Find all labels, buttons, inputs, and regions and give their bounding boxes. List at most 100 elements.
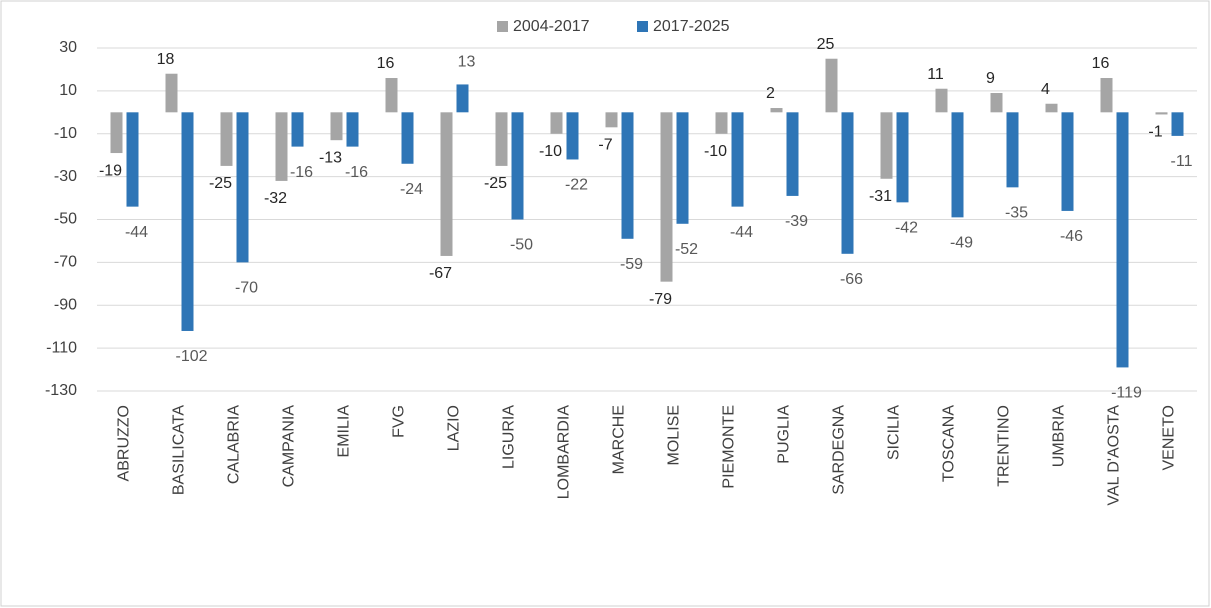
data-label: -44 [730, 224, 753, 241]
x-tick-label: LOMBARDIA [556, 405, 573, 500]
x-tick-label: UMBRIA [1051, 405, 1068, 468]
bar [181, 112, 194, 331]
bar [511, 112, 524, 220]
data-label: -119 [1111, 385, 1142, 402]
legend-label: 2017-2025 [653, 18, 730, 35]
bar [165, 73, 178, 113]
data-label: -25 [209, 175, 232, 192]
data-label: -79 [649, 291, 672, 308]
legend-swatch [497, 21, 508, 32]
x-tick-label: BASILICATA [171, 405, 188, 495]
data-label: -19 [99, 162, 122, 179]
x-tick-label: CAMPANIA [281, 405, 298, 488]
data-label: -1 [1148, 124, 1162, 141]
bar [291, 112, 304, 147]
bar [990, 93, 1003, 113]
data-label: 4 [1041, 81, 1050, 98]
bar [220, 112, 233, 166]
bar [456, 84, 469, 113]
data-label: -52 [675, 241, 698, 258]
data-label: -46 [1060, 228, 1083, 245]
x-tick-label: LIGURIA [501, 405, 518, 469]
data-label: -67 [429, 265, 452, 282]
bar [1171, 112, 1184, 136]
x-tick-label: MOLISE [666, 405, 683, 465]
bar [935, 88, 948, 113]
data-label: 18 [157, 51, 175, 68]
bar [385, 78, 398, 113]
bar [786, 112, 799, 196]
data-label: -11 [1171, 153, 1193, 170]
bar [550, 112, 563, 134]
bar [566, 112, 579, 160]
data-label: 16 [1092, 55, 1110, 72]
bar [110, 112, 123, 154]
bar [715, 112, 728, 134]
data-label: -13 [319, 149, 342, 166]
data-label: -44 [125, 224, 148, 241]
bar [825, 58, 838, 113]
legend-swatch [637, 21, 648, 32]
data-label: -32 [264, 190, 287, 207]
data-label: -25 [484, 175, 507, 192]
bar [621, 112, 634, 239]
data-label: -16 [345, 164, 368, 181]
bar [880, 112, 893, 179]
x-tick-label: SARDEGNA [831, 405, 848, 495]
data-label: -42 [895, 220, 918, 237]
bar [770, 108, 783, 113]
y-tick-label: -70 [54, 254, 77, 271]
bar [1045, 103, 1058, 113]
data-label: -102 [175, 348, 207, 365]
y-tick-label: -10 [54, 125, 77, 142]
y-tick-label: -110 [46, 339, 77, 356]
x-tick-label: VAL D'AOSTA [1106, 405, 1123, 506]
data-label: 25 [817, 36, 835, 53]
bar [346, 112, 359, 147]
data-label: 13 [458, 54, 476, 71]
x-tick-label: EMILIA [336, 405, 353, 458]
x-tick-label: MARCHE [611, 405, 628, 474]
data-label: 11 [927, 66, 944, 83]
data-label: -10 [704, 143, 727, 160]
data-label: -7 [598, 137, 612, 154]
data-label: -59 [620, 256, 643, 273]
bar [330, 112, 343, 141]
data-label: -22 [565, 177, 588, 194]
bar [1061, 112, 1074, 211]
x-tick-label: PIEMONTE [721, 405, 738, 489]
bar [896, 112, 909, 203]
x-tick-label: TRENTINO [996, 405, 1013, 487]
data-label: -35 [1005, 205, 1028, 222]
bar [660, 112, 673, 282]
data-label: 9 [986, 70, 995, 87]
bar [440, 112, 453, 256]
data-label: -10 [539, 143, 562, 160]
legend-label: 2004-2017 [513, 18, 590, 35]
data-label: -49 [950, 235, 973, 252]
x-tick-label: VENETO [1161, 405, 1178, 471]
bar [126, 112, 139, 207]
x-tick-label: LAZIO [446, 405, 463, 451]
bar [841, 112, 854, 254]
x-tick-label: FVG [391, 405, 408, 438]
data-label: -66 [840, 271, 863, 288]
y-tick-label: -50 [54, 211, 77, 228]
y-tick-label: -130 [45, 382, 77, 399]
y-tick-label: 30 [59, 39, 77, 56]
x-tick-label: TOSCANA [941, 405, 958, 482]
bar [676, 112, 689, 224]
data-label: -50 [510, 237, 533, 254]
x-tick-label: PUGLIA [776, 405, 793, 464]
bar [1100, 78, 1113, 113]
data-label: -39 [785, 213, 808, 230]
x-tick-label: ABRUZZO [116, 405, 133, 481]
data-label: 16 [377, 55, 395, 72]
y-tick-label: -30 [54, 168, 77, 185]
bar [731, 112, 744, 207]
data-label: -16 [290, 164, 313, 181]
bar [401, 112, 414, 164]
bar [495, 112, 508, 166]
